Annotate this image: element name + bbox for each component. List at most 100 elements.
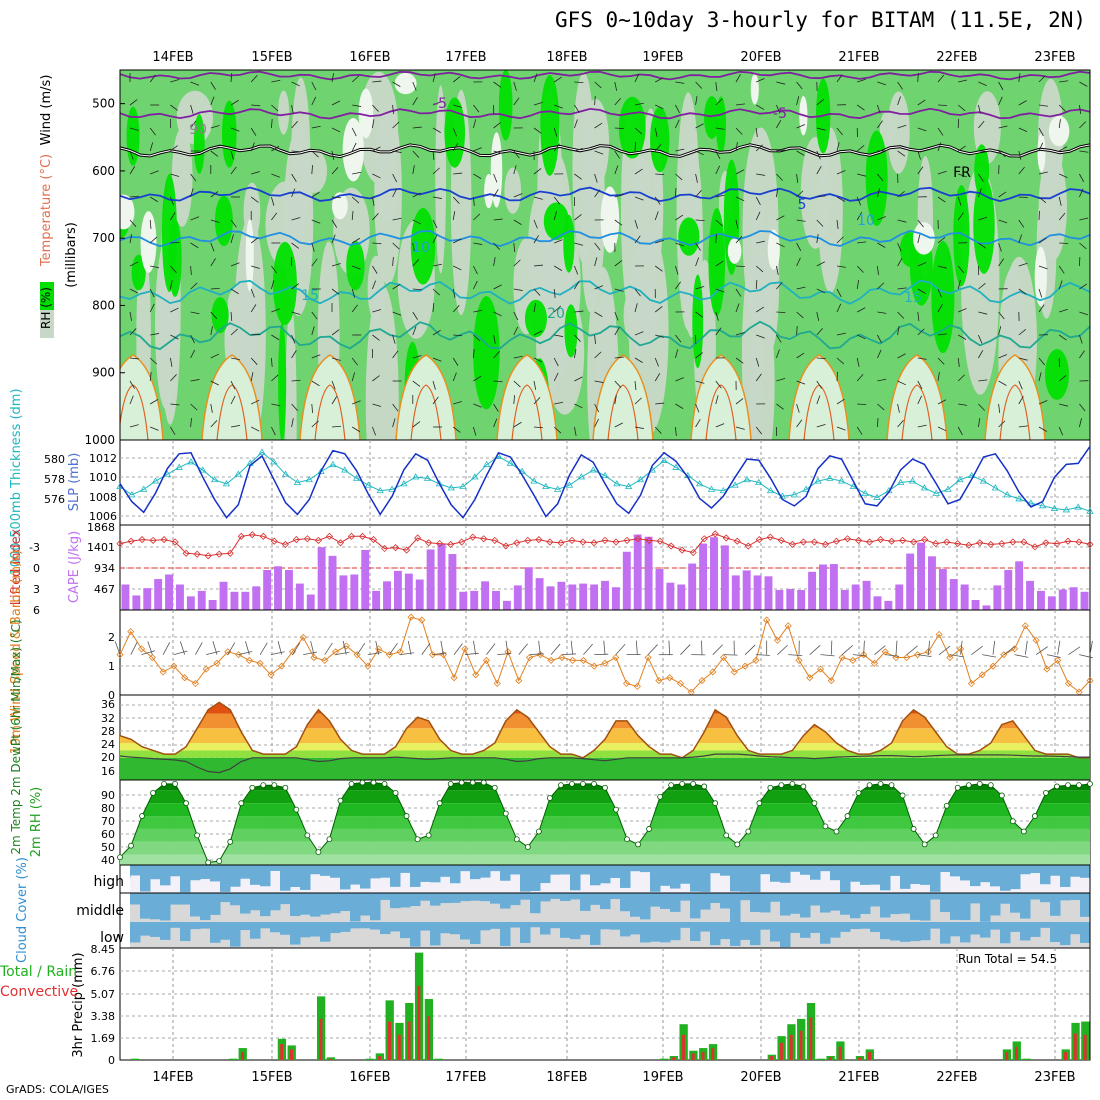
wind-barb	[776, 120, 782, 129]
wind-barb	[594, 285, 604, 290]
cloud-column	[910, 922, 921, 942]
wind-barb	[796, 81, 803, 90]
lifted-index-line-point	[921, 536, 929, 544]
wind-barb	[392, 334, 396, 344]
wind-speed-line-point	[515, 677, 523, 685]
wind-barb	[634, 127, 643, 135]
precip-convective-bar	[711, 1048, 715, 1060]
lifted-index-line-point	[656, 537, 664, 545]
rh-tick: 40	[101, 854, 115, 867]
thickness-line-point	[601, 471, 609, 479]
wind-barb	[958, 334, 967, 340]
contour-25-hump	[886, 354, 948, 440]
cloud-column	[990, 922, 1001, 930]
wind-barb	[715, 288, 725, 293]
wind-barb	[493, 173, 498, 183]
cloud-column	[370, 893, 381, 921]
wind-barb	[453, 401, 462, 405]
cape-bar	[677, 584, 686, 610]
wind-barb	[796, 380, 806, 385]
wind-speed-line-point	[137, 645, 146, 653]
temp-tick: 24	[101, 738, 115, 751]
cloud-column	[520, 865, 531, 892]
wind-barb	[271, 145, 280, 152]
thickness-line-point	[802, 485, 810, 492]
cloud-column	[790, 893, 801, 914]
cloud-column	[720, 865, 731, 876]
cloud-column	[510, 865, 521, 875]
wind-barb	[372, 146, 381, 152]
cape-bar	[1015, 561, 1024, 610]
rh-line-point	[844, 813, 851, 819]
lifted-index-line-point	[436, 540, 444, 548]
wind-barb	[513, 311, 519, 321]
temp-band	[120, 713, 1090, 729]
cloud-column	[360, 893, 371, 916]
precip-convective-bar	[868, 1052, 872, 1060]
cloud-layer-label: middle	[76, 903, 124, 919]
wind-speed-line-point	[741, 662, 749, 670]
rh-line-point	[381, 780, 388, 787]
lifted-index-line-point	[1009, 538, 1017, 546]
wind-barb	[937, 127, 944, 136]
wind-barb-10m	[453, 643, 463, 655]
wind-barb	[190, 265, 192, 276]
lifted-index-line-point	[160, 536, 168, 544]
cloud-column	[210, 893, 221, 915]
wind-barb	[1079, 350, 1085, 359]
cloud-column	[920, 922, 931, 941]
cloud-column	[560, 865, 571, 875]
wind-barb	[836, 196, 845, 202]
cloud-column	[1010, 893, 1021, 913]
wind-barb	[493, 380, 503, 383]
wind-barb	[553, 372, 559, 382]
date-label-top: 17FEB	[445, 50, 486, 65]
wind-barb	[452, 426, 461, 433]
wind-barb	[816, 219, 824, 227]
wind-barb	[1059, 146, 1068, 152]
rh-line-point	[1020, 828, 1027, 835]
wind-barb	[715, 81, 718, 91]
wind-barb	[271, 357, 273, 368]
wind-barb	[574, 426, 577, 436]
wind-barb	[533, 288, 541, 296]
cloud-column	[1030, 922, 1041, 937]
thickness-line-point	[766, 486, 775, 494]
cape-bar	[1037, 590, 1045, 610]
cloud-column	[140, 893, 151, 919]
wind-barb	[250, 127, 257, 136]
cloud-column	[710, 865, 721, 874]
wind-barb	[675, 281, 682, 290]
rh-moist-patch	[865, 130, 888, 226]
cloud-column	[940, 865, 951, 873]
rh-line-point	[546, 795, 553, 801]
wind-barb	[473, 280, 478, 290]
cape-bar	[720, 545, 729, 610]
wind-barb	[210, 326, 213, 336]
thickness-line-point	[175, 463, 183, 470]
wind-barb	[594, 150, 604, 155]
wind-barb	[149, 372, 152, 382]
rh-line-point	[734, 841, 741, 848]
wind-barb	[533, 196, 543, 200]
wind-barb	[493, 351, 500, 359]
wind-barb	[1038, 372, 1042, 382]
wind-barb	[250, 75, 258, 83]
wind-barb	[493, 403, 499, 412]
rh-line-point	[888, 782, 895, 789]
lifted-index-line-point	[843, 535, 852, 543]
wind-barb	[634, 141, 637, 152]
wind-barb	[877, 282, 885, 290]
cape-bar	[655, 569, 664, 610]
wind-barb	[735, 235, 743, 244]
cloud-column	[220, 865, 231, 892]
rh-moist-patch	[973, 177, 995, 274]
rh-very-dry-patch	[727, 238, 742, 264]
wind-barb	[897, 242, 902, 252]
cloud-column	[990, 893, 1001, 916]
wind-barb	[1058, 265, 1065, 274]
wind-barb	[614, 193, 624, 198]
precip-convective-bar	[280, 1044, 284, 1060]
wind-barb	[816, 99, 825, 106]
wind-barb	[877, 188, 880, 198]
